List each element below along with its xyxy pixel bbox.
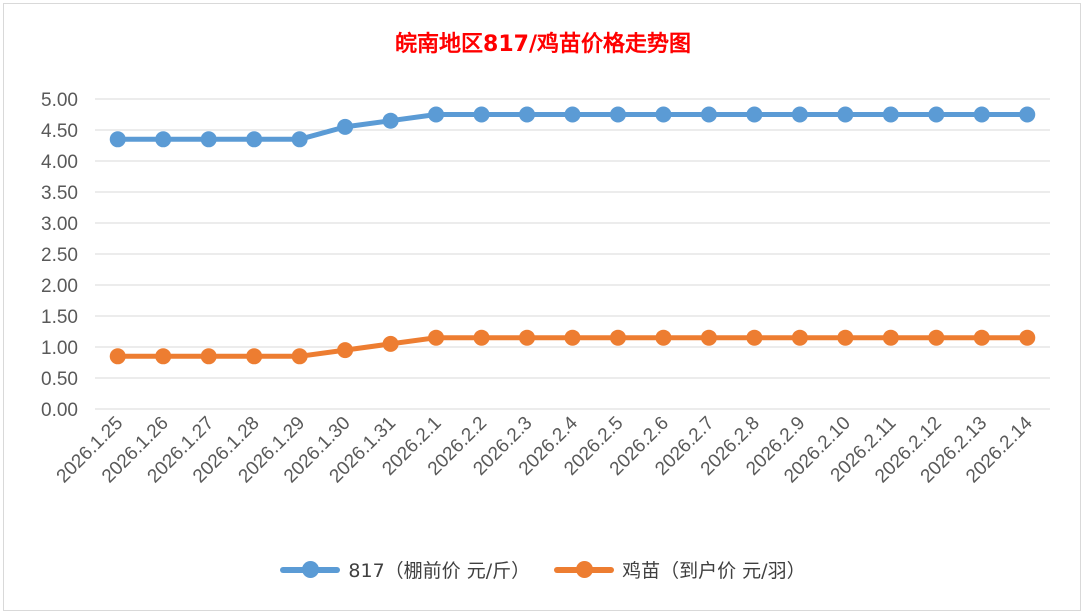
data-point bbox=[382, 112, 399, 129]
data-point bbox=[700, 106, 717, 123]
data-point bbox=[1019, 106, 1036, 123]
data-point bbox=[246, 131, 263, 148]
data-point bbox=[928, 329, 945, 346]
data-point bbox=[882, 329, 899, 346]
data-point bbox=[928, 106, 945, 123]
y-tick-label: 3.50 bbox=[41, 183, 78, 204]
chart-title: 皖南地区817/鸡苗价格走势图 bbox=[395, 32, 691, 57]
data-point bbox=[246, 348, 263, 365]
data-point bbox=[200, 131, 217, 148]
legend-item-chick: 鸡苗（到户价 元/羽） bbox=[554, 556, 806, 583]
y-tick-label: 0.00 bbox=[41, 400, 78, 421]
data-point bbox=[291, 348, 308, 365]
data-point bbox=[200, 348, 217, 365]
y-tick-label: 0.50 bbox=[41, 369, 78, 390]
data-point bbox=[973, 106, 990, 123]
y-tick-label: 5.00 bbox=[41, 90, 78, 111]
data-point bbox=[109, 348, 126, 365]
data-point bbox=[155, 348, 172, 365]
data-point bbox=[973, 329, 990, 346]
data-point bbox=[337, 118, 354, 135]
data-point bbox=[655, 106, 672, 123]
y-tick-label: 1.00 bbox=[41, 338, 78, 359]
data-point bbox=[473, 329, 490, 346]
data-point bbox=[428, 329, 445, 346]
data-point bbox=[791, 329, 808, 346]
data-point bbox=[473, 106, 490, 123]
data-point bbox=[428, 106, 445, 123]
data-point bbox=[609, 106, 626, 123]
data-point bbox=[382, 335, 399, 352]
data-point bbox=[837, 106, 854, 123]
data-point bbox=[700, 329, 717, 346]
data-point bbox=[609, 329, 626, 346]
legend-label-chick: 鸡苗（到户价 元/羽） bbox=[622, 560, 806, 582]
data-point bbox=[519, 106, 536, 123]
data-point bbox=[155, 131, 172, 148]
data-point bbox=[291, 131, 308, 148]
data-point bbox=[791, 106, 808, 123]
legend: 817（棚前价 元/斤） 鸡苗（到户价 元/羽） bbox=[0, 556, 1086, 583]
data-point bbox=[746, 106, 763, 123]
legend-swatch-chick bbox=[554, 560, 615, 578]
y-tick-label: 4.50 bbox=[41, 121, 78, 142]
y-tick-label: 2.00 bbox=[41, 276, 78, 297]
y-tick-label: 1.50 bbox=[41, 307, 78, 328]
legend-item-817: 817（棚前价 元/斤） bbox=[280, 556, 530, 583]
data-point bbox=[882, 106, 899, 123]
data-point bbox=[109, 131, 126, 148]
data-point bbox=[837, 329, 854, 346]
data-point bbox=[746, 329, 763, 346]
data-point bbox=[1019, 329, 1036, 346]
y-tick-label: 3.00 bbox=[41, 214, 78, 235]
y-tick-label: 2.50 bbox=[41, 245, 78, 266]
chart-frame bbox=[3, 3, 1081, 611]
data-point bbox=[337, 342, 354, 359]
data-point bbox=[519, 329, 536, 346]
y-tick-label: 4.00 bbox=[41, 152, 78, 173]
data-point bbox=[564, 329, 581, 346]
data-point bbox=[564, 106, 581, 123]
legend-label-817: 817（棚前价 元/斤） bbox=[348, 560, 531, 582]
legend-swatch-817 bbox=[280, 560, 341, 578]
data-point bbox=[655, 329, 672, 346]
